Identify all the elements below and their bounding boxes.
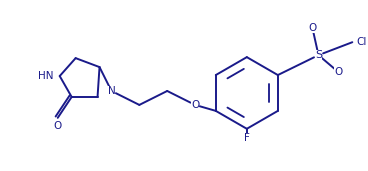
- Text: S: S: [315, 50, 322, 60]
- Text: O: O: [308, 23, 316, 33]
- Text: O: O: [54, 121, 62, 131]
- Text: HN: HN: [38, 71, 54, 81]
- Text: Cl: Cl: [356, 37, 367, 47]
- Text: N: N: [107, 86, 115, 96]
- Text: F: F: [244, 133, 250, 143]
- Text: O: O: [334, 67, 343, 77]
- Text: O: O: [191, 100, 199, 110]
